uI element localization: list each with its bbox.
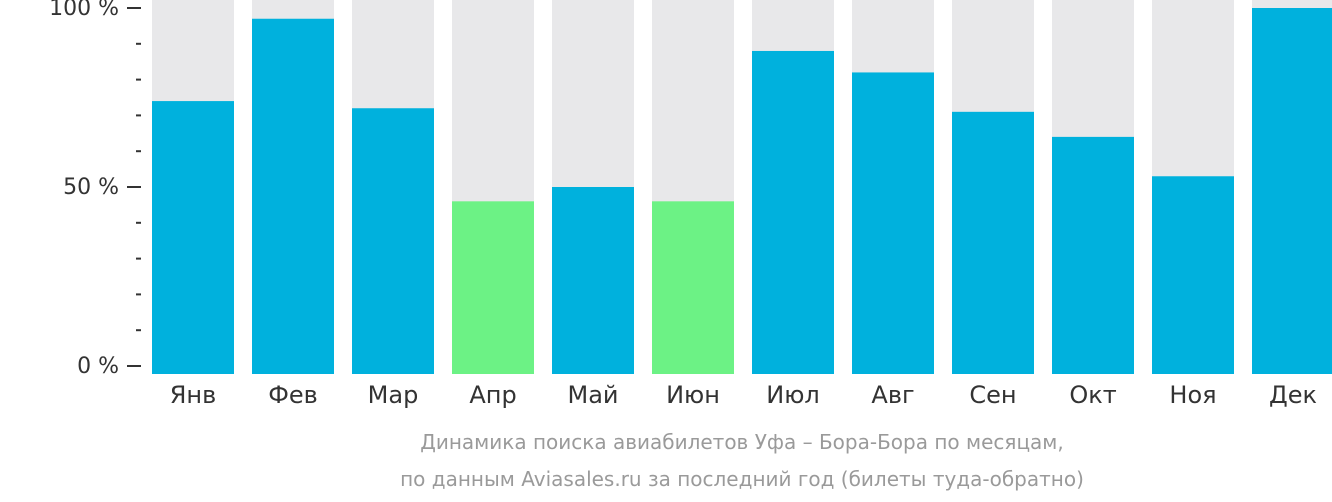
x-tick-label-9: Окт: [1069, 381, 1116, 409]
x-tick-label-10: Ноя: [1169, 381, 1216, 409]
bar-3: [452, 201, 534, 374]
y-tick-label-100: 100 %: [49, 0, 119, 21]
chart-caption-line-1: Динамика поиска авиабилетов Уфа – Бора-Б…: [420, 430, 1064, 454]
x-tick-label-0: Янв: [170, 381, 217, 409]
x-tick-label-11: Дек: [1269, 381, 1317, 409]
x-tick-label-1: Фев: [268, 381, 318, 409]
bar-1: [252, 18, 334, 375]
y-tick-label-50: 50 %: [63, 175, 119, 200]
bar-9: [1052, 136, 1134, 374]
x-tick-label-2: Мар: [368, 381, 419, 409]
bar-7: [852, 72, 934, 374]
chart-caption-line-2: по данным Aviasales.ru за последний год …: [400, 467, 1084, 491]
x-tick-label-4: Май: [567, 381, 618, 409]
bar-2: [352, 108, 434, 375]
bar-4: [552, 187, 634, 374]
x-tick-label-5: Июн: [666, 381, 720, 409]
y-tick-label-0: 0 %: [77, 354, 119, 379]
bar-6: [752, 50, 834, 375]
bar-0: [152, 101, 234, 374]
x-tick-label-6: Июл: [766, 381, 820, 409]
bar-11: [1252, 8, 1332, 374]
bar-5: [652, 201, 734, 374]
bar-10: [1152, 176, 1234, 374]
x-tick-label-3: Апр: [469, 381, 516, 409]
bar-8: [952, 111, 1034, 374]
x-tick-label-8: Сен: [969, 381, 1016, 409]
x-tick-label-7: Авг: [871, 381, 914, 409]
